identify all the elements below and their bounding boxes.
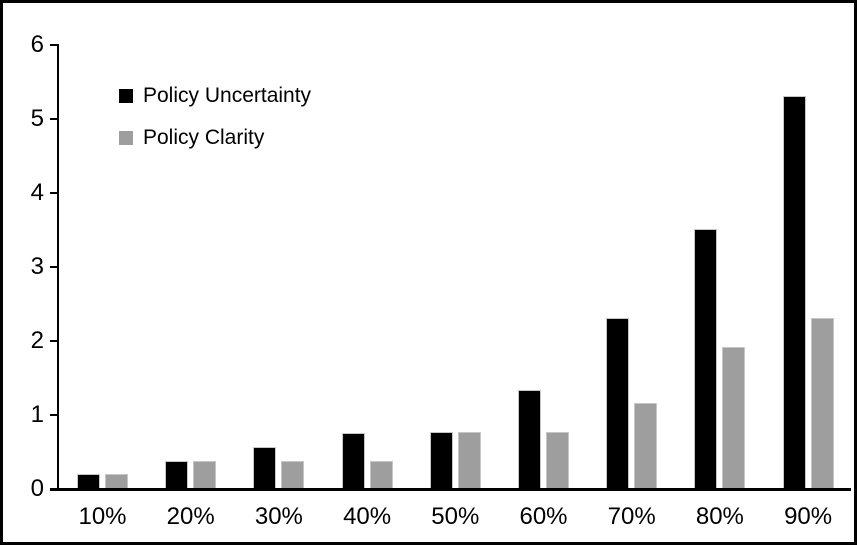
y-tick-label: 4 <box>30 179 44 206</box>
legend-swatch-policy-uncertainty <box>119 89 133 103</box>
bar-policy-clarity <box>457 431 481 488</box>
y-axis-tick <box>50 118 58 120</box>
x-tick-label: 20% <box>166 503 215 530</box>
bar-policy-uncertainty <box>341 432 365 488</box>
y-tick-label: 6 <box>30 31 44 58</box>
y-axis-tick <box>50 414 58 416</box>
x-tick-label: 40% <box>343 503 392 530</box>
x-tick-label: 30% <box>254 503 303 530</box>
bar-policy-uncertainty <box>165 460 189 488</box>
y-tick-label: 0 <box>30 475 44 502</box>
y-axis-tick <box>50 192 58 194</box>
legend-label-policy-uncertainty: Policy Uncertainty <box>143 84 312 107</box>
bar-policy-clarity <box>193 460 217 488</box>
bar-policy-clarity <box>722 347 746 488</box>
y-tick-label: 1 <box>30 401 44 428</box>
bar-policy-uncertainty <box>694 229 718 488</box>
bar-policy-uncertainty <box>782 95 806 488</box>
y-tick-label: 5 <box>30 105 44 132</box>
y-tick-label: 3 <box>30 253 44 280</box>
x-tick-label: 60% <box>519 503 568 530</box>
bar-policy-uncertainty <box>606 317 630 488</box>
y-axis-tick <box>50 340 58 342</box>
y-axis-tick <box>50 44 58 46</box>
legend-label-policy-clarity: Policy Clarity <box>143 126 265 149</box>
x-tick-label: 70% <box>607 503 656 530</box>
x-tick-label: 10% <box>78 503 127 530</box>
legend-item-policy-clarity: Policy Clarity <box>119 125 311 151</box>
bar-policy-uncertainty <box>429 431 453 488</box>
bar-policy-clarity <box>105 473 128 488</box>
bar-policy-clarity <box>546 431 569 488</box>
bar-policy-uncertainty <box>518 390 541 488</box>
bar-policy-uncertainty <box>253 447 277 488</box>
bar-policy-clarity <box>369 460 393 488</box>
legend-item-policy-uncertainty: Policy Uncertainty <box>119 83 311 109</box>
legend: Policy Uncertainty Policy Clarity <box>119 83 311 151</box>
y-tick-label: 2 <box>30 327 44 354</box>
x-tick-label: 80% <box>695 503 744 530</box>
x-axis-line <box>50 488 851 491</box>
bar-policy-clarity <box>281 460 305 488</box>
bar-policy-clarity <box>634 402 658 488</box>
bar-policy-clarity <box>810 317 834 488</box>
x-tick-label: 50% <box>431 503 480 530</box>
x-tick-label: 90% <box>784 503 833 530</box>
bar-policy-uncertainty <box>77 473 100 488</box>
y-axis-line <box>57 44 59 490</box>
legend-swatch-policy-clarity <box>119 131 133 145</box>
y-axis-tick <box>50 266 58 268</box>
